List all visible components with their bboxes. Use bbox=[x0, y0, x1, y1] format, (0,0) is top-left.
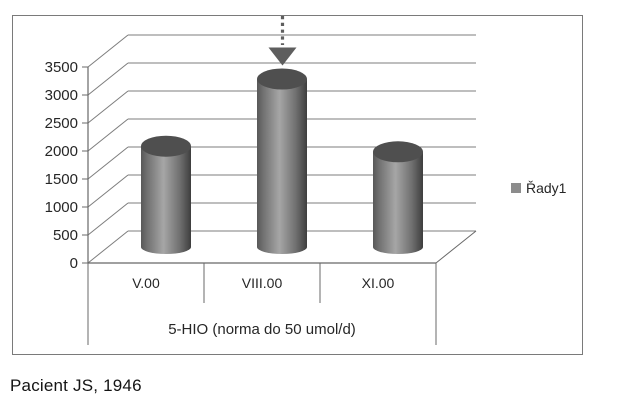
x-axis-category-label: XI.00 bbox=[362, 275, 395, 291]
gridline-diagonal bbox=[87, 62, 129, 96]
gridline-diagonal bbox=[87, 174, 129, 208]
x-axis-category-label: V.00 bbox=[132, 275, 160, 291]
y-axis-tick-label: 3000 bbox=[45, 87, 78, 104]
cylinder-bar-body bbox=[257, 79, 307, 254]
legend-marker-icon bbox=[511, 183, 521, 193]
y-axis-tick-label: 500 bbox=[53, 227, 78, 244]
y-axis-tick-label: 3500 bbox=[45, 59, 78, 76]
cylinder-bar-top bbox=[373, 141, 423, 163]
cylinder-bar-body bbox=[141, 146, 191, 254]
cylinder-bar-top bbox=[141, 135, 191, 157]
gridline-diagonal bbox=[87, 118, 129, 152]
annotation-arrowhead-icon bbox=[268, 47, 297, 66]
floor-right-edge bbox=[435, 230, 477, 264]
x-axis-title: 5-HIO (norma do 50 umol/d) bbox=[168, 321, 356, 338]
x-axis-category-label: VIII.00 bbox=[242, 275, 283, 291]
y-axis-tick-label: 2000 bbox=[45, 143, 78, 160]
caption: Pacient JS, 1946 bbox=[10, 376, 142, 395]
gridline-diagonal bbox=[87, 146, 129, 180]
gridline-diagonal bbox=[87, 230, 129, 264]
legend: Řady1 bbox=[511, 180, 566, 196]
cylinder-bar-body bbox=[373, 151, 423, 254]
gridline-diagonal bbox=[87, 202, 129, 236]
y-axis-tick-label: 2500 bbox=[45, 115, 78, 132]
cylinder-bar-top bbox=[257, 68, 307, 90]
legend-label: Řady1 bbox=[526, 180, 567, 196]
y-axis-tick-label: 0 bbox=[70, 255, 78, 272]
y-axis-tick-label: 1500 bbox=[45, 171, 78, 188]
y-axis-tick-label: 1000 bbox=[45, 199, 78, 216]
gridline-diagonal bbox=[87, 34, 129, 68]
gridline-diagonal bbox=[87, 90, 129, 124]
